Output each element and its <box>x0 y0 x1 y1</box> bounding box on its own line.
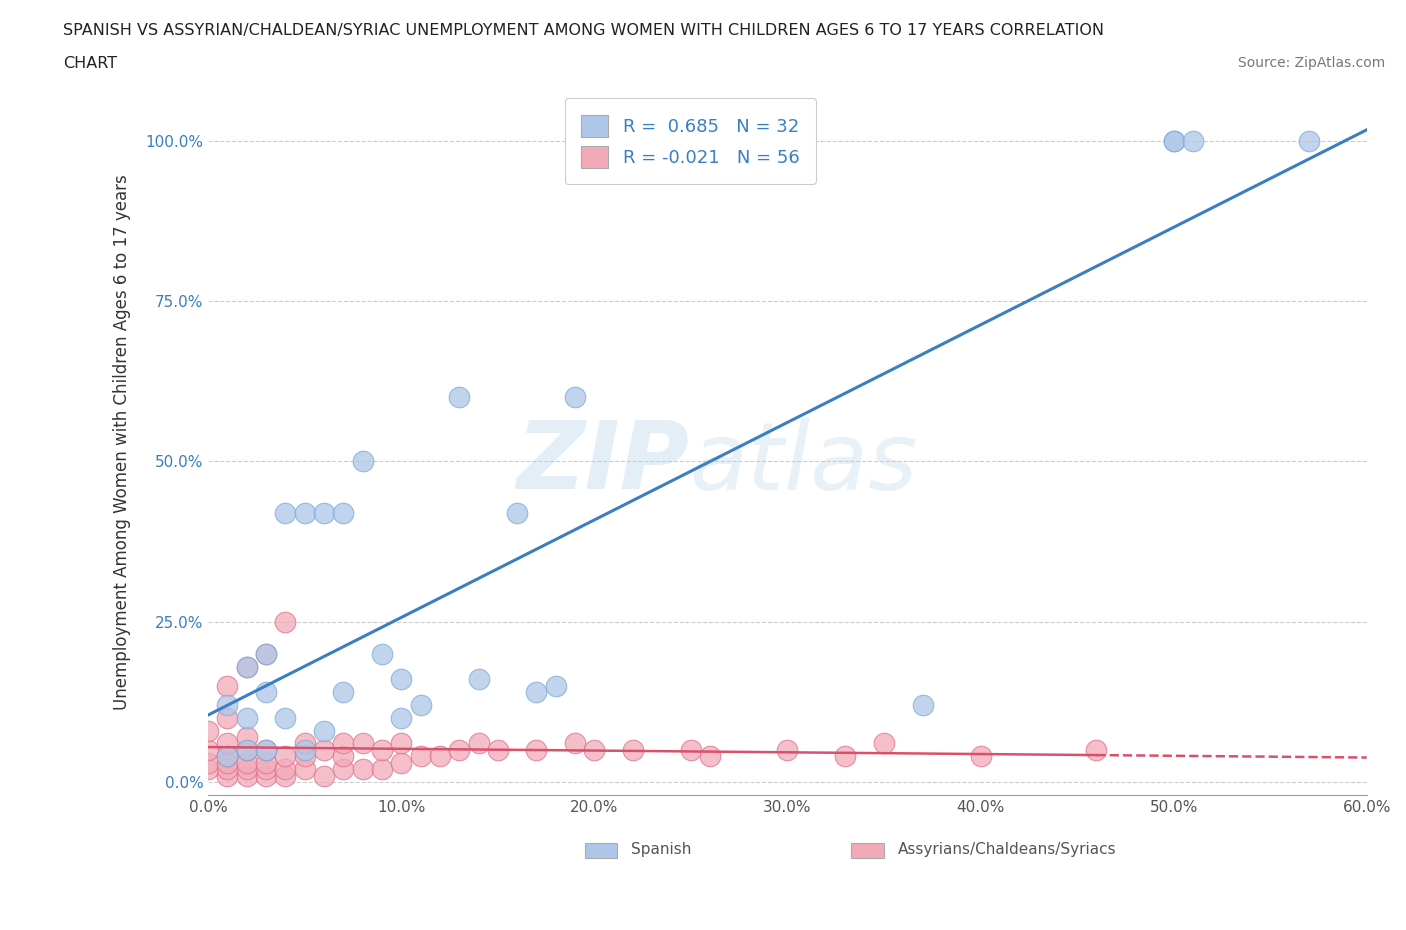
Point <box>254 768 277 783</box>
Point <box>526 742 548 757</box>
Point <box>564 736 586 751</box>
Point <box>217 711 239 725</box>
Point <box>506 505 529 520</box>
Point <box>217 736 239 751</box>
Point <box>217 768 239 783</box>
Point <box>217 755 239 770</box>
Point <box>389 736 412 751</box>
Point <box>236 659 259 674</box>
Point <box>197 742 219 757</box>
Point <box>969 749 991 764</box>
Point <box>389 711 412 725</box>
Point <box>429 749 451 764</box>
Point <box>274 762 297 777</box>
Point <box>332 749 354 764</box>
Point <box>1298 133 1320 148</box>
Point <box>467 671 489 686</box>
Point <box>294 749 316 764</box>
Point <box>274 749 297 764</box>
Point <box>834 749 856 764</box>
Point <box>486 742 509 757</box>
Point <box>449 742 471 757</box>
Point <box>294 742 316 757</box>
FancyBboxPatch shape <box>585 843 617 858</box>
Point <box>312 742 335 757</box>
Text: Assyrians/Chaldeans/Syriacs: Assyrians/Chaldeans/Syriacs <box>897 843 1116 857</box>
Point <box>274 768 297 783</box>
Point <box>526 684 548 699</box>
Point <box>467 736 489 751</box>
Point <box>217 749 239 764</box>
Point <box>371 762 394 777</box>
Point <box>332 762 354 777</box>
Text: SPANISH VS ASSYRIAN/CHALDEAN/SYRIAC UNEMPLOYMENT AMONG WOMEN WITH CHILDREN AGES : SPANISH VS ASSYRIAN/CHALDEAN/SYRIAC UNEM… <box>63 23 1104 38</box>
FancyBboxPatch shape <box>851 843 883 858</box>
Point <box>1181 133 1204 148</box>
Point <box>1163 133 1185 148</box>
Point <box>583 742 606 757</box>
Point <box>1085 742 1108 757</box>
Text: atlas: atlas <box>689 418 917 509</box>
Point <box>254 742 277 757</box>
Legend: R =  0.685   N = 32, R = -0.021   N = 56: R = 0.685 N = 32, R = -0.021 N = 56 <box>565 99 815 184</box>
Point <box>371 742 394 757</box>
Point <box>332 736 354 751</box>
Point <box>236 768 259 783</box>
Point <box>236 711 259 725</box>
Text: CHART: CHART <box>63 56 117 71</box>
Point <box>352 454 374 469</box>
Text: ZIP: ZIP <box>516 418 689 510</box>
Point <box>544 678 567 693</box>
Point <box>217 678 239 693</box>
Point <box>449 390 471 405</box>
Point <box>352 762 374 777</box>
Point <box>352 736 374 751</box>
Point <box>621 742 644 757</box>
Point <box>699 749 721 764</box>
Point <box>409 698 432 712</box>
Point <box>312 505 335 520</box>
Point <box>236 762 259 777</box>
Point <box>197 755 219 770</box>
Point <box>236 742 259 757</box>
Point <box>409 749 432 764</box>
Point <box>389 671 412 686</box>
Point <box>236 659 259 674</box>
Point <box>389 755 412 770</box>
Point <box>1163 133 1185 148</box>
Point <box>217 698 239 712</box>
Point <box>679 742 702 757</box>
Point <box>217 749 239 764</box>
Point <box>236 755 259 770</box>
Point <box>332 684 354 699</box>
Point <box>776 742 799 757</box>
Point <box>911 698 934 712</box>
Point <box>274 505 297 520</box>
Point <box>236 742 259 757</box>
Point <box>371 646 394 661</box>
Point <box>312 768 335 783</box>
Point <box>564 390 586 405</box>
Point <box>254 646 277 661</box>
Point <box>197 724 219 738</box>
Text: Source: ZipAtlas.com: Source: ZipAtlas.com <box>1237 56 1385 70</box>
Point <box>254 742 277 757</box>
Point <box>312 724 335 738</box>
Point <box>294 762 316 777</box>
Point <box>254 684 277 699</box>
Point <box>236 730 259 745</box>
Point <box>217 762 239 777</box>
Point <box>294 505 316 520</box>
Text: Spanish: Spanish <box>631 843 692 857</box>
Point <box>873 736 896 751</box>
Point <box>254 646 277 661</box>
Point <box>274 614 297 629</box>
Y-axis label: Unemployment Among Women with Children Ages 6 to 17 years: Unemployment Among Women with Children A… <box>114 174 131 710</box>
Point <box>332 505 354 520</box>
Point <box>294 736 316 751</box>
Point <box>254 762 277 777</box>
Point <box>254 755 277 770</box>
Point <box>197 762 219 777</box>
Point <box>274 711 297 725</box>
